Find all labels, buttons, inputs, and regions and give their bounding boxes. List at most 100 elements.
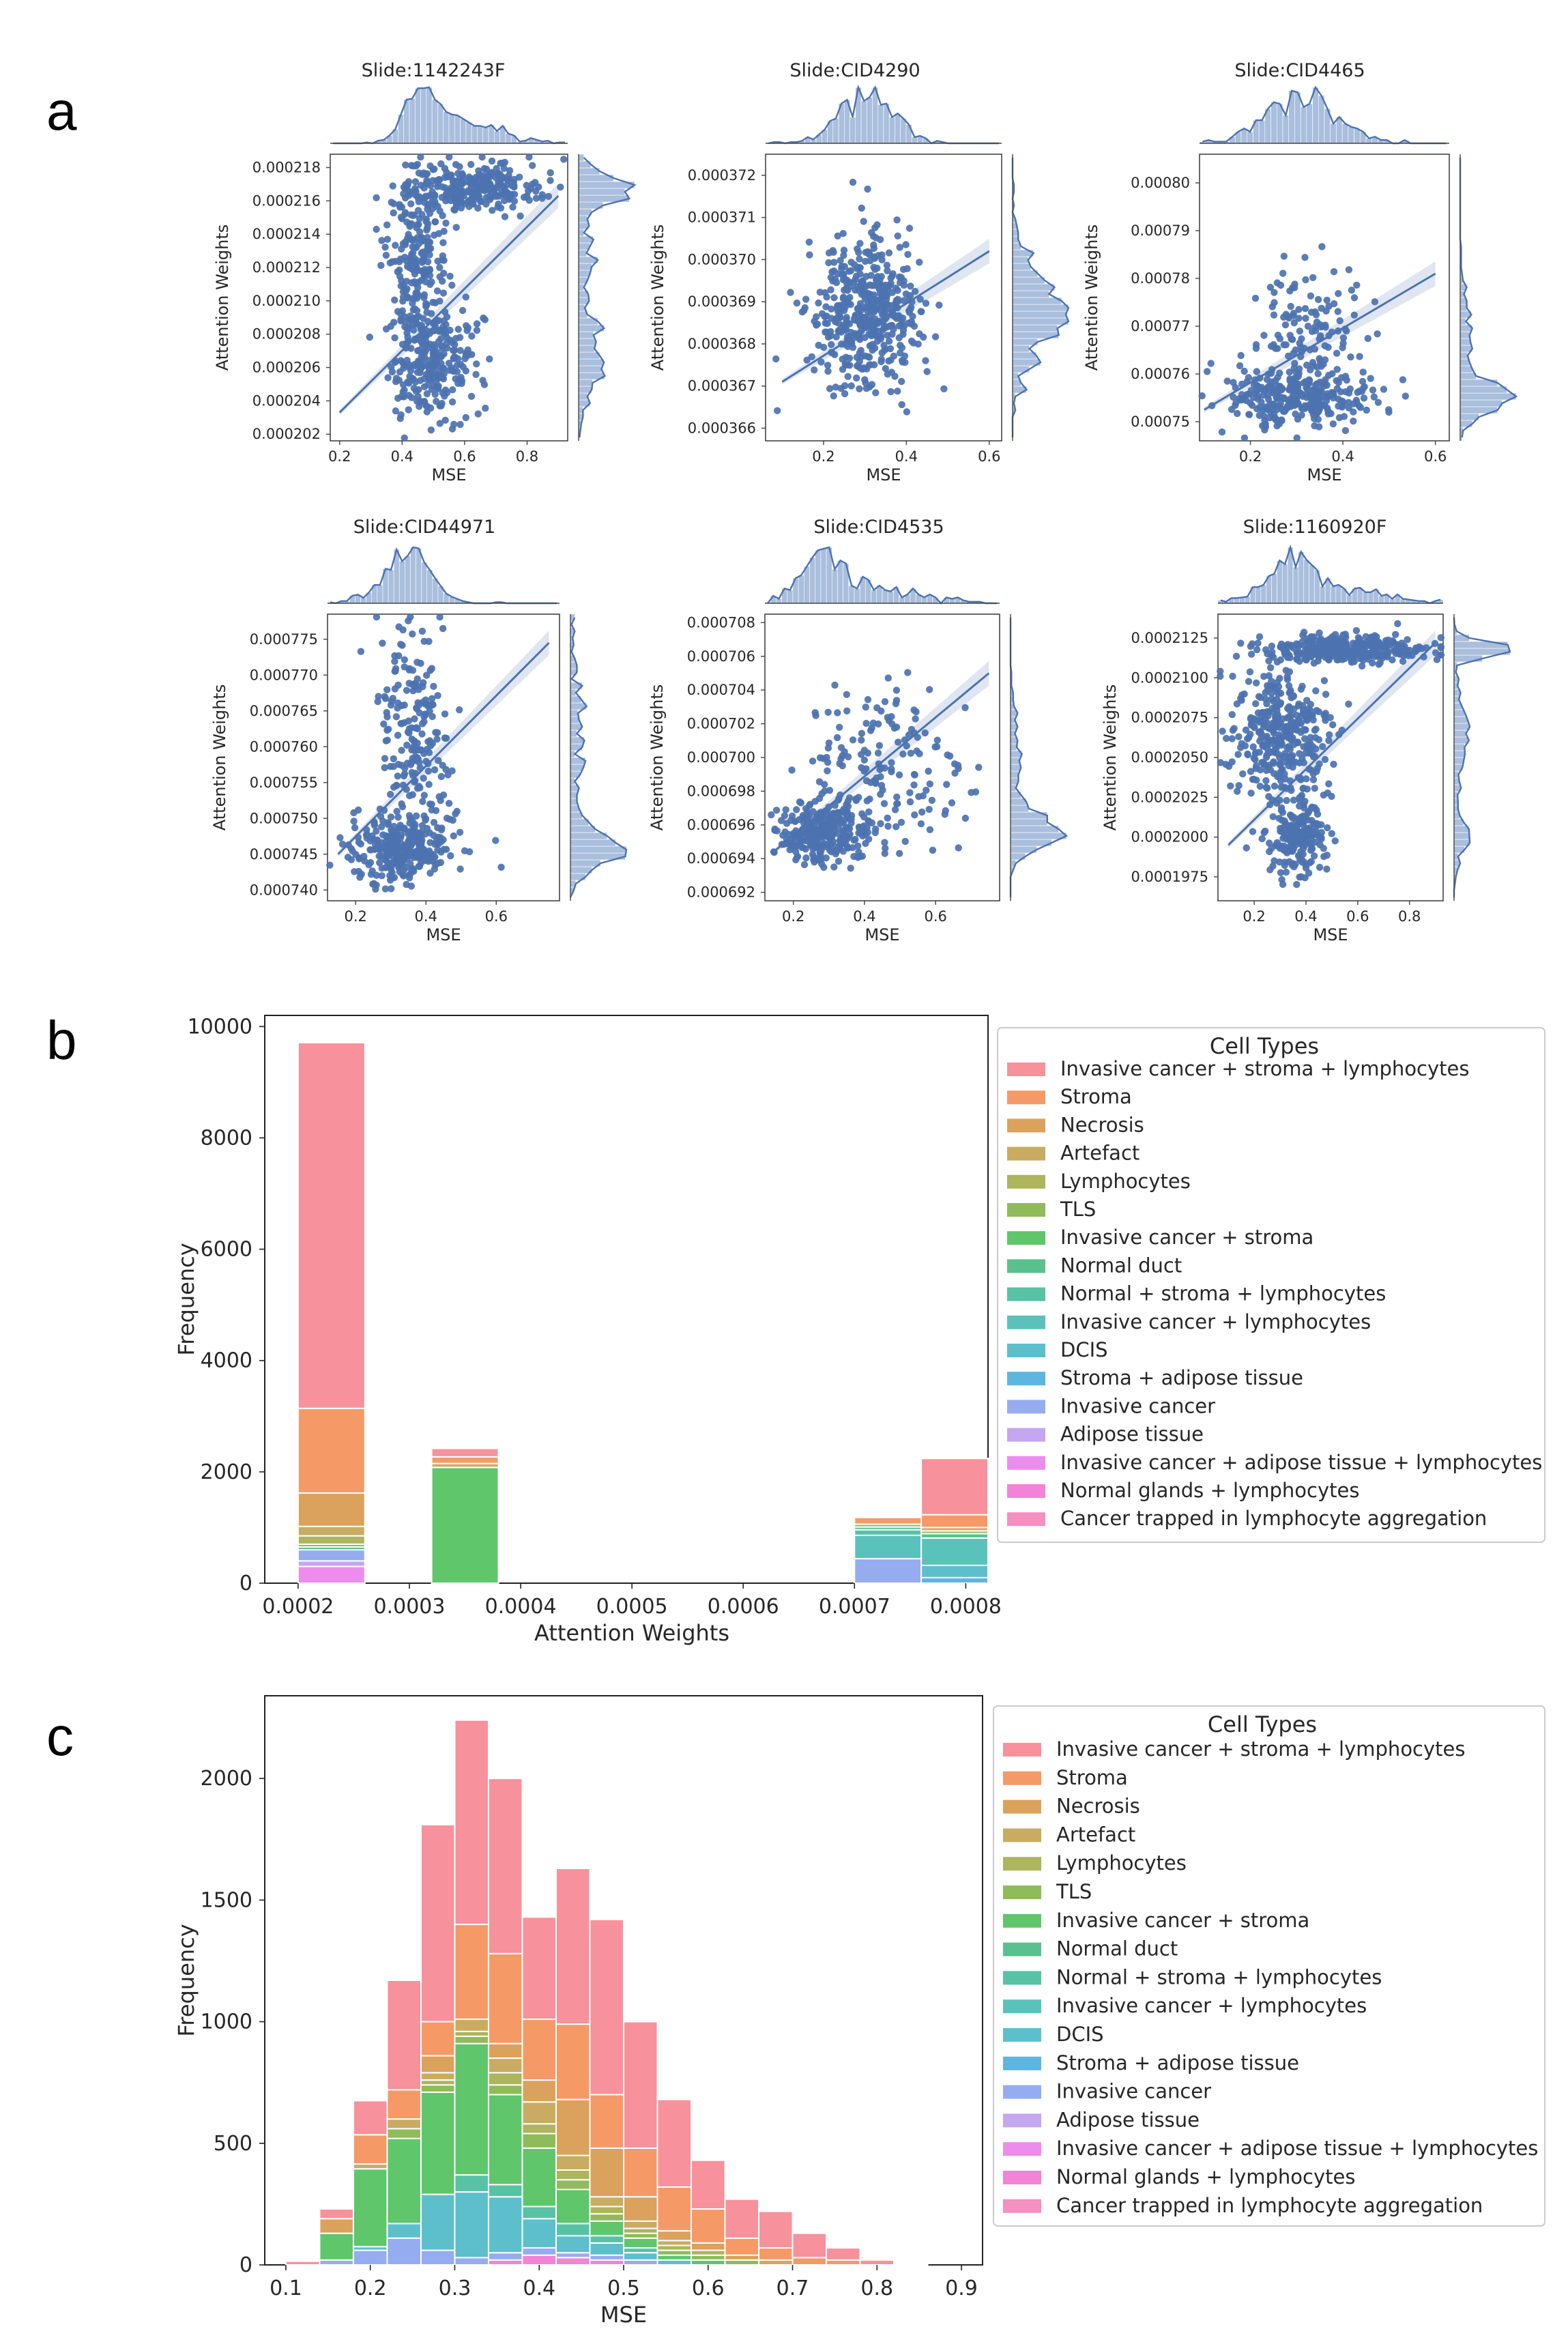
y-tick-label: 0.000708 [687, 614, 755, 631]
x-tick-label: 0.6 [1346, 908, 1369, 925]
marginal-bar [420, 87, 427, 144]
scatter-point [942, 807, 950, 815]
marginal-bar [832, 118, 839, 144]
x-tick-label: 0.6 [453, 448, 476, 465]
scatter-point [429, 712, 436, 721]
scatter-point [877, 298, 885, 305]
scatter-point [1314, 370, 1322, 377]
scatter-point [877, 290, 884, 298]
scatter-point [1313, 810, 1322, 818]
scatter-point [1326, 731, 1333, 738]
legend-swatch [1003, 2142, 1041, 2156]
scatter-point [377, 813, 385, 820]
scatter-point [1310, 852, 1318, 860]
scatter-point [844, 798, 852, 805]
x-tick-label: 0.4 [1331, 448, 1354, 465]
bar-segment [854, 1534, 923, 1560]
scatter-point [803, 808, 811, 815]
scatter-point [421, 710, 429, 718]
bar-segment [319, 2259, 354, 2266]
bar-segment [623, 2237, 658, 2249]
scatter-point [782, 806, 789, 813]
scatter-point [418, 822, 426, 830]
legend-swatch [1007, 1512, 1045, 1527]
scatter-point [1301, 874, 1309, 882]
scatter-point [489, 189, 497, 197]
marginal-bar [1012, 297, 1062, 305]
scatter-point [439, 374, 446, 381]
plot-title: Slide:CID4465 [1234, 60, 1365, 81]
bar-segment [521, 2133, 557, 2149]
scatter-point [430, 347, 437, 355]
scatter-point [497, 863, 505, 871]
marginal-histogram-x [327, 546, 560, 605]
scatter-point [943, 781, 950, 788]
scatter-point [377, 823, 386, 830]
scatter-point [454, 190, 461, 197]
scatter-point [422, 343, 429, 350]
scatter-point [439, 212, 446, 220]
scatter-point [884, 814, 891, 822]
scatter-point [867, 727, 875, 734]
scatter-point [803, 836, 811, 844]
scatter-points [366, 154, 568, 442]
scatter-point [1308, 843, 1316, 851]
y-axis-label: Attention Weights [1101, 684, 1120, 831]
legend-item-label: DCIS [1060, 1338, 1108, 1361]
legend-swatch [1007, 1428, 1045, 1442]
scatter-point [411, 753, 419, 761]
scatter-point [1345, 399, 1352, 406]
scatter-point [461, 847, 469, 854]
scatter-point [837, 845, 844, 852]
scatter-point [1437, 643, 1444, 650]
scatter-point [456, 347, 464, 354]
scatter-point [393, 807, 401, 815]
marginal-bar [1330, 123, 1337, 144]
scatter-point [856, 240, 864, 247]
bar-segment [420, 2249, 456, 2266]
scatter-point [1352, 626, 1361, 635]
scatter-point [398, 747, 405, 754]
scatter-point [1305, 824, 1313, 832]
scatter-point [420, 775, 427, 782]
scatter-point [1359, 368, 1367, 376]
scatter-point [1356, 353, 1363, 360]
legend-swatch [1003, 1999, 1041, 2014]
scatter-point [1222, 760, 1230, 768]
marginal-bar [1010, 832, 1067, 840]
scatter-point [862, 257, 869, 265]
scatter-point [1247, 714, 1255, 721]
scatter-point [379, 639, 386, 647]
scatter-point [1300, 706, 1307, 714]
scatter-point [411, 178, 420, 186]
legend-item-label: Invasive cancer [1056, 2080, 1211, 2103]
bar-segment [691, 2159, 726, 2210]
scatter-point [1352, 396, 1361, 404]
scatter-point [849, 178, 857, 186]
bar-segment [521, 2101, 557, 2125]
bar-segment [656, 2240, 693, 2246]
scatter-point [395, 852, 403, 860]
scatter-point [1293, 434, 1301, 442]
scatter-point [871, 326, 879, 334]
scatter-point [456, 865, 464, 873]
scatter-point [809, 808, 817, 815]
legend-item-label: Invasive cancer + adipose tissue + lymph… [1056, 2137, 1538, 2160]
scatter-point [443, 339, 450, 347]
bar-segment [623, 2259, 658, 2266]
scatter-point [1359, 377, 1367, 386]
scatter-point [1392, 631, 1399, 638]
scatter-point [843, 316, 850, 324]
scatter-point [1249, 743, 1257, 751]
scatter-point [1270, 760, 1277, 767]
marginal-bar [877, 104, 884, 144]
y-tick-label: 0.0002100 [1131, 669, 1208, 686]
marginal-bar [895, 113, 901, 144]
scatter-point [852, 312, 860, 319]
scatter-point [459, 306, 467, 315]
marginal-bar [1330, 586, 1337, 604]
bar-segment [319, 2218, 354, 2234]
scatter-point [880, 322, 888, 330]
scatter-point [440, 845, 448, 853]
scatter-point [1437, 651, 1444, 659]
